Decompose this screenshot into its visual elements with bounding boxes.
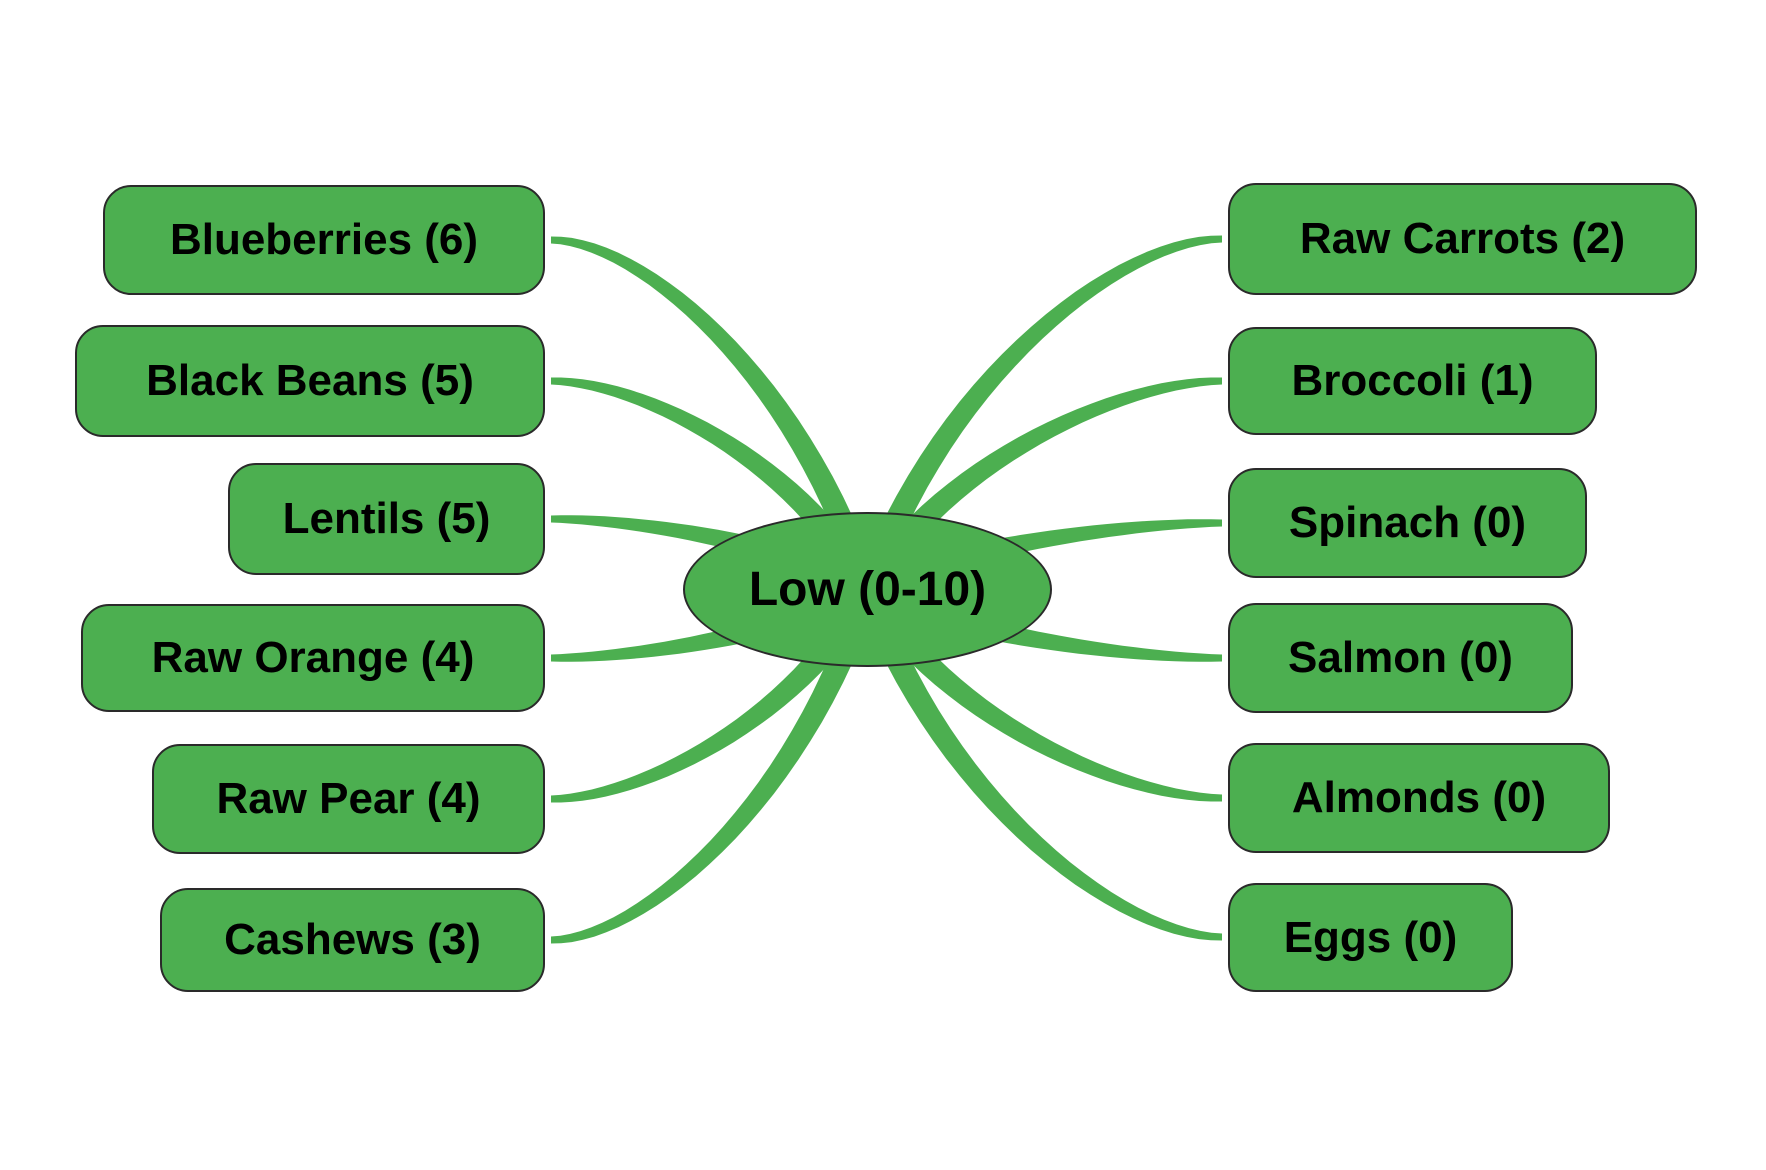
node-raw-carrots[interactable]: Raw Carrots (2) [1228, 183, 1697, 295]
center-node-low[interactable]: Low (0-10) [683, 512, 1052, 667]
node-raw-orange[interactable]: Raw Orange (4) [81, 604, 545, 712]
node-label: Raw Pear (4) [216, 774, 481, 823]
node-label: Spinach (0) [1288, 498, 1527, 547]
center-node-label: Low (0-10) [748, 563, 987, 616]
node-eggs[interactable]: Eggs (0) [1228, 883, 1513, 992]
node-label: Cashews (3) [224, 915, 481, 964]
node-label: Broccoli (1) [1291, 356, 1534, 405]
node-spinach[interactable]: Spinach (0) [1228, 468, 1587, 578]
node-broccoli[interactable]: Broccoli (1) [1228, 327, 1597, 435]
node-label: Almonds (0) [1291, 773, 1547, 822]
node-label: Raw Carrots (2) [1299, 214, 1626, 263]
node-label: Blueberries (6) [169, 215, 479, 264]
node-salmon[interactable]: Salmon (0) [1228, 603, 1573, 713]
node-label: Salmon (0) [1288, 633, 1513, 682]
node-label: Eggs (0) [1283, 912, 1458, 962]
node-raw-pear[interactable]: Raw Pear (4) [152, 744, 545, 854]
node-cashews[interactable]: Cashews (3) [160, 888, 545, 992]
node-label: Lentils (5) [282, 494, 491, 543]
node-label: Black Beans (5) [146, 356, 474, 405]
node-label: Raw Orange (4) [151, 633, 475, 682]
node-lentils[interactable]: Lentils (5) [228, 463, 545, 575]
node-black-beans[interactable]: Black Beans (5) [75, 325, 545, 437]
node-blueberries[interactable]: Blueberries (6) [103, 185, 545, 295]
node-almonds[interactable]: Almonds (0) [1228, 743, 1610, 853]
